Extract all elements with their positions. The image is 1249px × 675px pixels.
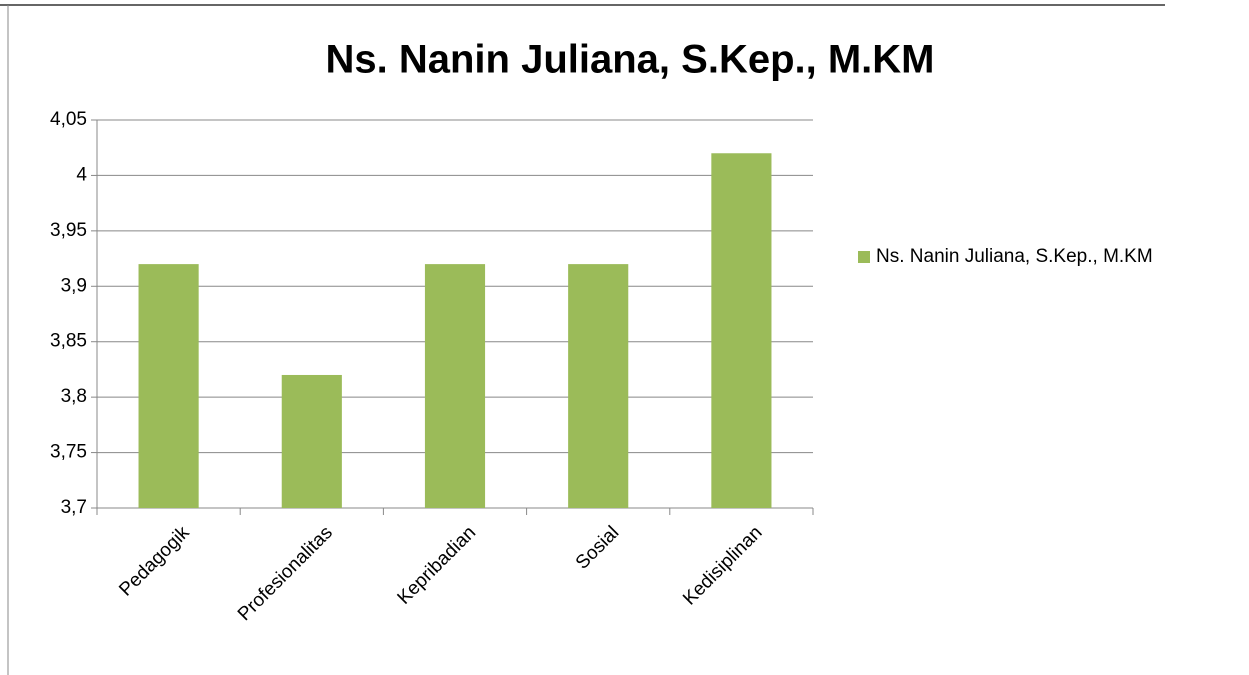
bar xyxy=(281,374,342,508)
legend-label: Ns. Nanin Juliana, S.Kep., M.KM xyxy=(876,246,1153,267)
y-tick-label: 3,75 xyxy=(50,442,87,463)
bar xyxy=(711,153,772,508)
bar xyxy=(424,264,486,508)
y-tick-label: 3,85 xyxy=(50,331,87,352)
x-tick-label: Profesionalitas xyxy=(234,522,337,625)
y-tick-label: 3,8 xyxy=(61,386,87,407)
y-tick-label: 3,95 xyxy=(50,220,87,241)
legend-marker xyxy=(858,251,870,263)
chart-title: Ns. Nanin Juliana, S.Kep., M.KM xyxy=(326,38,935,82)
x-tick-label: Kepribadian xyxy=(394,522,481,609)
y-tick-label: 4 xyxy=(76,164,87,185)
y-tick-label: 4,05 xyxy=(50,109,87,130)
bar xyxy=(568,264,629,508)
y-tick-label: 3,7 xyxy=(61,497,87,518)
x-tick-label: Kedisiplinan xyxy=(679,522,766,609)
y-tick-label: 3,9 xyxy=(61,275,87,296)
bar xyxy=(138,264,199,508)
x-tick-label: Sosial xyxy=(572,522,623,573)
x-tick-label: Pedagogik xyxy=(115,522,194,601)
